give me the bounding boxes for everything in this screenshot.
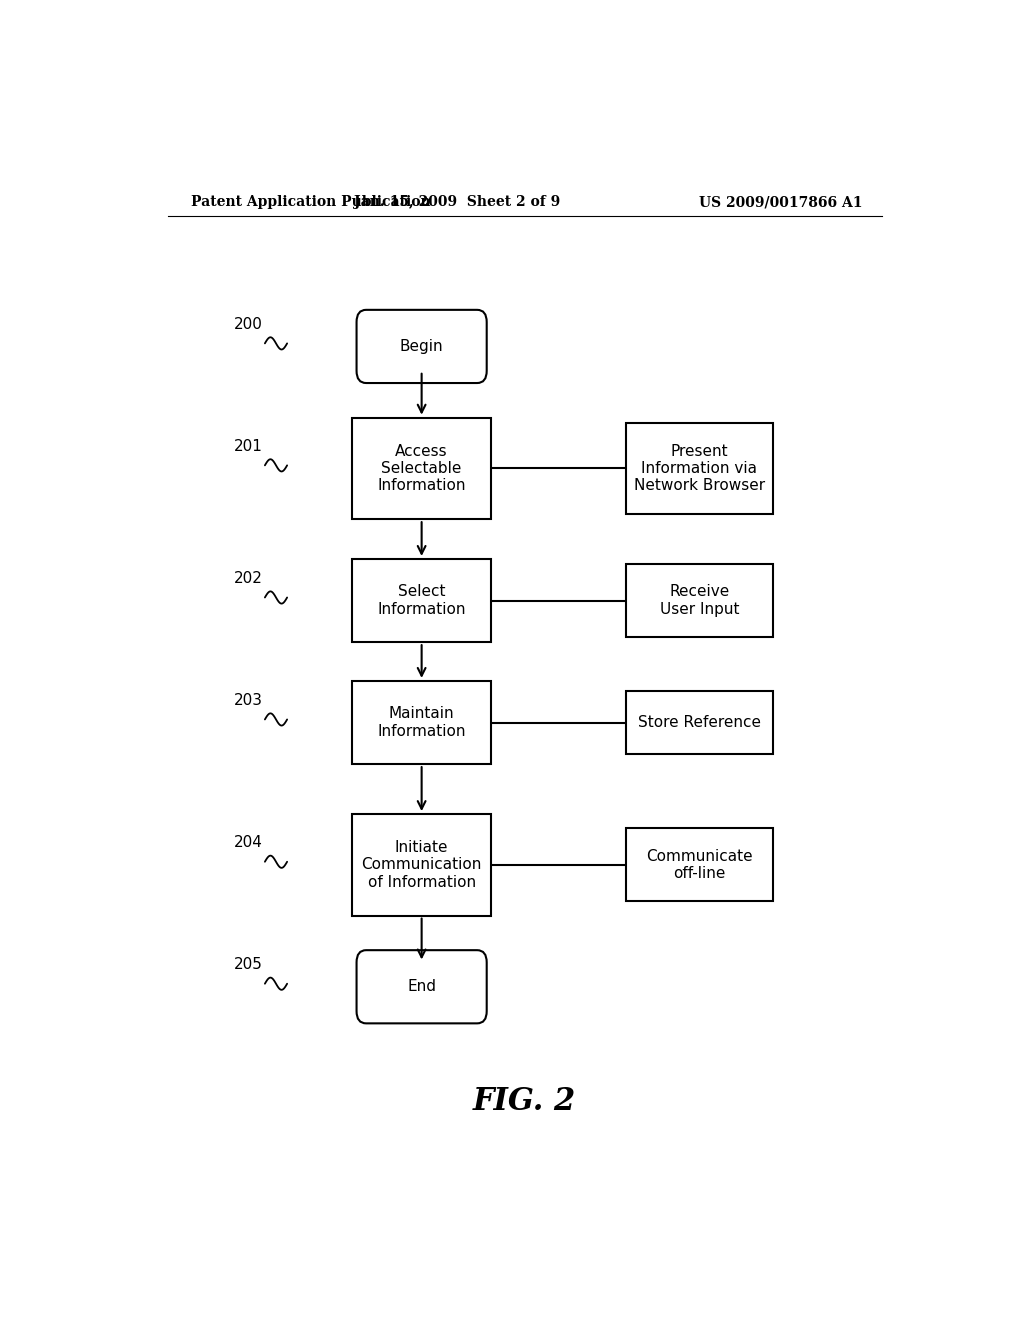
Text: 204: 204 — [234, 836, 263, 850]
FancyBboxPatch shape — [352, 681, 492, 764]
Text: US 2009/0017866 A1: US 2009/0017866 A1 — [699, 195, 863, 209]
Text: Maintain
Information: Maintain Information — [378, 706, 466, 739]
Text: 205: 205 — [234, 957, 263, 972]
Text: 203: 203 — [233, 693, 263, 708]
Text: 202: 202 — [234, 570, 263, 586]
FancyBboxPatch shape — [352, 814, 492, 916]
FancyBboxPatch shape — [352, 558, 492, 643]
FancyBboxPatch shape — [626, 692, 773, 754]
Text: Store Reference: Store Reference — [638, 715, 761, 730]
Text: Initiate
Communication
of Information: Initiate Communication of Information — [361, 840, 482, 890]
Text: Access
Selectable
Information: Access Selectable Information — [378, 444, 466, 494]
Text: Begin: Begin — [399, 339, 443, 354]
Text: FIG. 2: FIG. 2 — [473, 1086, 577, 1117]
Text: Patent Application Publication: Patent Application Publication — [191, 195, 431, 209]
FancyBboxPatch shape — [626, 564, 773, 638]
Text: End: End — [408, 979, 436, 994]
FancyBboxPatch shape — [352, 417, 492, 519]
Text: Receive
User Input: Receive User Input — [659, 585, 739, 616]
FancyBboxPatch shape — [356, 950, 486, 1023]
FancyBboxPatch shape — [626, 422, 773, 515]
Text: Present
Information via
Network Browser: Present Information via Network Browser — [634, 444, 765, 494]
FancyBboxPatch shape — [356, 310, 486, 383]
Text: 200: 200 — [234, 317, 263, 331]
Text: Select
Information: Select Information — [378, 585, 466, 616]
Text: Communicate
off-line: Communicate off-line — [646, 849, 753, 880]
Text: Jan. 15, 2009  Sheet 2 of 9: Jan. 15, 2009 Sheet 2 of 9 — [354, 195, 560, 209]
Text: 201: 201 — [234, 438, 263, 454]
FancyBboxPatch shape — [626, 828, 773, 902]
